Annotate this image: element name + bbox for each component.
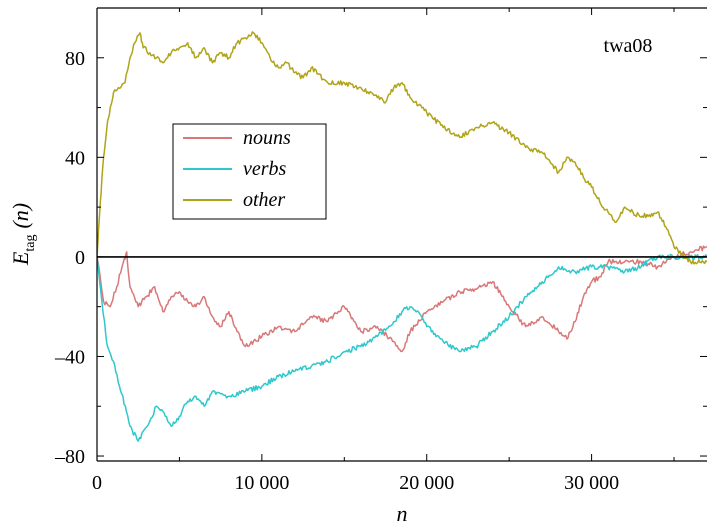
x-tick-label: 0 <box>92 472 102 494</box>
legend-box <box>172 123 327 220</box>
series-line-nouns <box>97 245 707 353</box>
y-axis-label-arg: (n) <box>8 203 33 229</box>
series-line-other <box>97 31 707 265</box>
y-axis-label-sub: tag <box>23 235 38 252</box>
axes-layer <box>96 7 707 462</box>
legend-label-verbs: verbs <box>243 158 287 180</box>
y-tick-label: –40 <box>54 346 85 368</box>
legend-label-other: other <box>243 189 285 211</box>
x-tick-label: 10 000 <box>234 472 289 494</box>
legend: nouns verbs other <box>172 123 327 220</box>
series-line-verbs <box>97 253 707 442</box>
x-axis-label: n <box>397 501 408 526</box>
y-tick-label: 40 <box>65 147 85 169</box>
series-layer <box>97 31 707 442</box>
y-tick-label: –80 <box>54 446 85 468</box>
ticks-layer: 0 10 000 20 000 30 000 –80 –40 0 40 80 <box>54 7 707 494</box>
y-tick-label: 0 <box>75 247 85 269</box>
y-tick-label: 80 <box>65 48 85 70</box>
x-tick-label: 30 000 <box>564 472 619 494</box>
y-axis-label: Etag (n) <box>8 203 38 266</box>
plot-annotation: twa08 <box>604 35 653 57</box>
y-axis-label-main: E <box>8 251 33 266</box>
svg-text:Etag(n): Etag (n) <box>8 203 38 266</box>
x-tick-label: 20 000 <box>399 472 454 494</box>
legend-label-nouns: nouns <box>243 127 291 149</box>
